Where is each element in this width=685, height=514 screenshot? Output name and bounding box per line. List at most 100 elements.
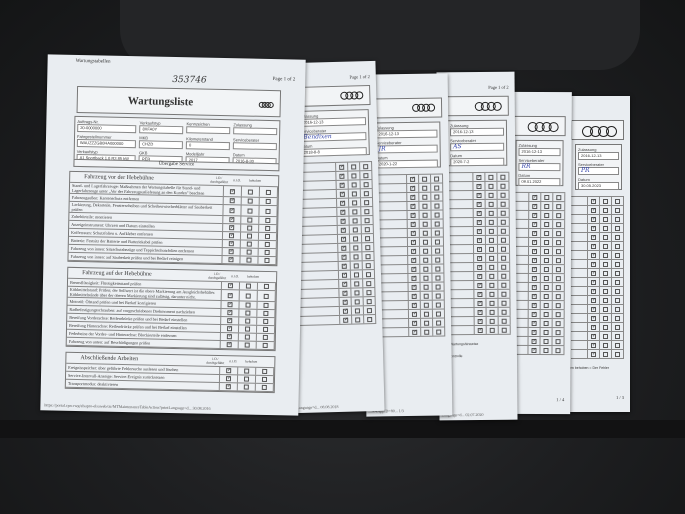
checkbox-nok[interactable] xyxy=(423,311,429,317)
checkbox-nok[interactable] xyxy=(489,291,495,297)
checkbox-fixed[interactable] xyxy=(366,289,372,295)
checkbox-fixed[interactable] xyxy=(265,208,271,214)
checkbox-fixed[interactable] xyxy=(435,311,441,317)
checkbox-fixed[interactable] xyxy=(556,230,562,236)
checkbox-ok-checked[interactable]: ✓ xyxy=(477,309,483,315)
checkbox-nok[interactable] xyxy=(422,239,428,245)
checkbox-ok-checked[interactable]: ✓ xyxy=(410,203,416,209)
checkbox-fixed[interactable] xyxy=(555,284,561,290)
checkbox-fixed[interactable] xyxy=(262,326,269,333)
checkbox-nok[interactable] xyxy=(247,225,253,231)
checkbox-fixed[interactable] xyxy=(615,342,620,348)
checkbox-ok-checked[interactable]: ✓ xyxy=(227,318,233,324)
checkbox-nok[interactable] xyxy=(488,174,494,180)
checkbox-fixed[interactable] xyxy=(500,219,506,225)
checkbox-fixed[interactable] xyxy=(364,235,371,241)
checkbox-nok[interactable] xyxy=(352,208,358,215)
checkbox-fixed[interactable] xyxy=(264,257,270,264)
checkbox-nok[interactable] xyxy=(489,273,495,279)
checkbox-ok-checked[interactable]: ✓ xyxy=(410,194,416,200)
checkbox-fixed[interactable] xyxy=(555,266,561,272)
checkbox-fixed[interactable] xyxy=(363,172,369,178)
checkbox-nok[interactable] xyxy=(603,324,608,330)
checkbox-nok[interactable] xyxy=(603,261,608,267)
checkbox-nok[interactable] xyxy=(544,194,550,200)
checkbox-ok-checked[interactable]: ✓ xyxy=(477,264,483,270)
checkbox-nok[interactable] xyxy=(488,219,494,225)
checkbox-fixed[interactable] xyxy=(500,183,506,189)
checkbox-nok[interactable] xyxy=(603,225,608,231)
checkbox-fixed[interactable] xyxy=(263,318,269,325)
checkbox-ok-checked[interactable]: ✓ xyxy=(339,173,345,179)
checkbox-nok[interactable] xyxy=(603,252,608,258)
checkbox-fixed[interactable] xyxy=(555,338,561,344)
checkbox-fixed[interactable] xyxy=(556,239,562,245)
checkbox-ok-checked[interactable]: ✓ xyxy=(591,234,597,240)
checkbox-ok-checked[interactable]: ✓ xyxy=(532,221,538,227)
checkbox-nok[interactable] xyxy=(544,212,550,218)
checkbox-ok-checked[interactable]: ✓ xyxy=(410,221,416,227)
checkbox-nok[interactable] xyxy=(247,198,253,204)
checkbox-nok[interactable] xyxy=(422,185,428,191)
checkbox-fixed[interactable] xyxy=(436,320,442,326)
checkbox-fixed[interactable] xyxy=(365,244,371,250)
checkbox-ok-checked[interactable]: ✓ xyxy=(410,230,417,236)
checkbox-ok-checked[interactable]: ✓ xyxy=(532,203,538,209)
checkbox-ok-checked[interactable]: ✓ xyxy=(476,174,482,180)
checkbox-ok-checked[interactable]: ✓ xyxy=(531,302,537,308)
checkbox-fixed[interactable] xyxy=(435,266,441,272)
checkbox-ok-checked[interactable]: ✓ xyxy=(342,290,348,296)
checkbox-nok[interactable] xyxy=(603,342,608,348)
checkbox-ok-checked[interactable]: ✓ xyxy=(591,315,597,321)
checkbox-nok[interactable] xyxy=(243,384,249,390)
checkbox-fixed[interactable] xyxy=(366,307,372,313)
checkbox-fixed[interactable] xyxy=(265,225,271,232)
checkbox-nok[interactable] xyxy=(246,233,253,239)
checkbox-nok[interactable] xyxy=(603,198,608,204)
checkbox-fixed[interactable] xyxy=(435,257,441,263)
checkbox-fixed[interactable] xyxy=(263,310,269,317)
checkbox-ok-checked[interactable]: ✓ xyxy=(531,347,537,353)
checkbox-nok[interactable] xyxy=(603,207,608,213)
checkbox-nok[interactable] xyxy=(243,376,250,382)
checkbox-ok-checked[interactable]: ✓ xyxy=(411,302,418,308)
checkbox-ok-checked[interactable]: ✓ xyxy=(476,210,482,216)
checkbox-nok[interactable] xyxy=(351,181,357,188)
checkbox-nok[interactable] xyxy=(488,237,494,243)
checkbox-fixed[interactable] xyxy=(435,293,441,299)
checkbox-nok[interactable] xyxy=(603,333,608,339)
checkbox-fixed[interactable] xyxy=(615,333,620,339)
checkbox-nok[interactable] xyxy=(422,203,428,209)
checkbox-nok[interactable] xyxy=(603,216,608,222)
checkbox-nok[interactable] xyxy=(354,280,360,287)
checkbox-nok[interactable] xyxy=(543,266,549,272)
checkbox-ok-checked[interactable]: ✓ xyxy=(477,318,483,324)
checkbox-nok[interactable] xyxy=(489,264,495,270)
checkbox-ok-checked[interactable]: ✓ xyxy=(531,248,538,254)
checkbox-nok[interactable] xyxy=(543,329,549,335)
checkbox-nok[interactable] xyxy=(353,271,360,278)
checkbox-nok[interactable] xyxy=(489,318,495,324)
checkbox-fixed[interactable] xyxy=(264,241,270,248)
checkbox-fixed[interactable] xyxy=(556,221,562,227)
checkbox-nok[interactable] xyxy=(423,248,429,254)
checkbox-ok-checked[interactable]: ✓ xyxy=(339,191,346,197)
checkbox-ok-checked[interactable]: ✓ xyxy=(227,283,234,289)
checkbox-ok-checked[interactable]: ✓ xyxy=(342,299,348,305)
checkbox-fixed[interactable] xyxy=(501,309,507,315)
checkbox-ok-checked[interactable]: ✓ xyxy=(225,384,232,390)
checkbox-nok[interactable] xyxy=(353,253,359,260)
checkbox-ok-checked[interactable]: ✓ xyxy=(342,308,349,314)
checkbox-nok[interactable] xyxy=(489,255,495,261)
checkbox-ok-checked[interactable]: ✓ xyxy=(228,249,234,255)
checkbox-ok-checked[interactable]: ✓ xyxy=(343,317,349,323)
checkbox-fixed[interactable] xyxy=(500,192,506,198)
checkbox-fixed[interactable] xyxy=(262,368,268,375)
checkbox-ok-checked[interactable]: ✓ xyxy=(411,311,418,317)
checkbox-fixed[interactable] xyxy=(501,246,507,252)
checkbox-nok[interactable] xyxy=(489,282,495,288)
checkbox-fixed[interactable] xyxy=(556,203,562,209)
checkbox-nok[interactable] xyxy=(603,288,608,294)
checkbox-fixed[interactable] xyxy=(365,271,372,277)
checkbox-nok[interactable] xyxy=(423,293,429,299)
